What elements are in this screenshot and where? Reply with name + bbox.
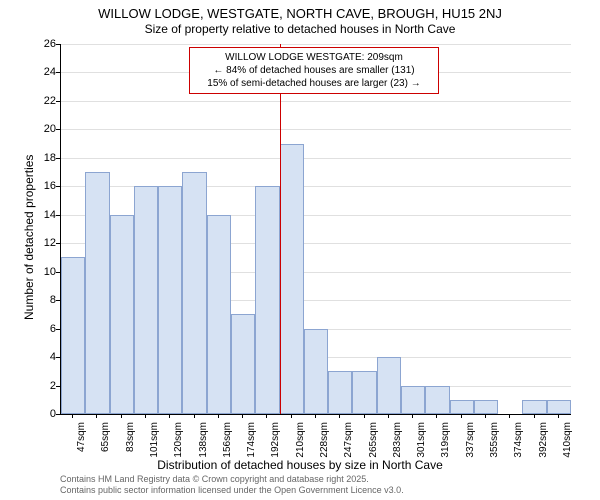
ytick-label: 26 (32, 38, 56, 50)
ytick-label: 2 (32, 380, 56, 392)
ytick-mark (56, 186, 60, 187)
grid-line (61, 158, 571, 159)
xtick-mark (412, 414, 413, 418)
histogram-bar (328, 371, 352, 414)
ytick-mark (56, 129, 60, 130)
xtick-mark (436, 414, 437, 418)
xtick-mark (242, 414, 243, 418)
histogram-bar (182, 172, 206, 414)
ytick-label: 16 (32, 180, 56, 192)
ytick-mark (56, 272, 60, 273)
xtick-mark (339, 414, 340, 418)
footnote-line1: Contains HM Land Registry data © Crown c… (60, 474, 369, 484)
xtick-mark (121, 414, 122, 418)
x-axis-label: Distribution of detached houses by size … (0, 458, 600, 472)
ytick-mark (56, 158, 60, 159)
ytick-label: 22 (32, 95, 56, 107)
xtick-mark (291, 414, 292, 418)
xtick-mark (485, 414, 486, 418)
xtick-mark (218, 414, 219, 418)
footnote-line2: Contains public sector information licen… (60, 485, 404, 495)
histogram-bar (231, 314, 255, 414)
ytick-label: 12 (32, 237, 56, 249)
histogram-bar (474, 400, 498, 414)
ytick-mark (56, 243, 60, 244)
histogram-bar (61, 257, 85, 414)
ytick-label: 4 (32, 351, 56, 363)
chart-title-main: WILLOW LODGE, WESTGATE, NORTH CAVE, BROU… (0, 6, 600, 21)
xtick-mark (266, 414, 267, 418)
xtick-mark (315, 414, 316, 418)
xtick-mark (534, 414, 535, 418)
histogram-bar (280, 144, 304, 414)
histogram-bar (352, 371, 376, 414)
histogram-bar (425, 386, 449, 414)
xtick-mark (509, 414, 510, 418)
ytick-mark (56, 329, 60, 330)
ytick-mark (56, 44, 60, 45)
ytick-mark (56, 386, 60, 387)
histogram-bar (304, 329, 328, 414)
ytick-label: 24 (32, 66, 56, 78)
grid-line (61, 44, 571, 45)
xtick-mark (388, 414, 389, 418)
ytick-label: 6 (32, 323, 56, 335)
xtick-mark (194, 414, 195, 418)
annotation-line1: WILLOW LODGE WESTGATE: 209sqm (196, 51, 432, 64)
footnote: Contains HM Land Registry data © Crown c… (60, 474, 404, 496)
ytick-mark (56, 414, 60, 415)
xtick-mark (96, 414, 97, 418)
ytick-mark (56, 215, 60, 216)
histogram-bar (450, 400, 474, 414)
annotation-box: WILLOW LODGE WESTGATE: 209sqm← 84% of de… (189, 47, 439, 94)
ytick-label: 18 (32, 152, 56, 164)
grid-line (61, 129, 571, 130)
ytick-label: 0 (32, 408, 56, 420)
ytick-label: 10 (32, 266, 56, 278)
annotation-line2: ← 84% of detached houses are smaller (13… (196, 64, 432, 77)
ytick-mark (56, 72, 60, 73)
histogram-bar (255, 186, 279, 414)
histogram-bar (401, 386, 425, 414)
ytick-label: 8 (32, 294, 56, 306)
chart-title-sub: Size of property relative to detached ho… (0, 22, 600, 36)
ytick-mark (56, 357, 60, 358)
ytick-mark (56, 300, 60, 301)
plot-area: WILLOW LODGE WESTGATE: 209sqm← 84% of de… (60, 44, 571, 415)
histogram-bar (85, 172, 109, 414)
xtick-mark (461, 414, 462, 418)
histogram-bar (547, 400, 571, 414)
histogram-bar (377, 357, 401, 414)
histogram-bar (158, 186, 182, 414)
grid-line (61, 101, 571, 102)
histogram-chart: WILLOW LODGE, WESTGATE, NORTH CAVE, BROU… (0, 0, 600, 500)
xtick-mark (364, 414, 365, 418)
ytick-label: 20 (32, 123, 56, 135)
xtick-mark (72, 414, 73, 418)
ytick-label: 14 (32, 209, 56, 221)
ytick-mark (56, 101, 60, 102)
xtick-mark (169, 414, 170, 418)
histogram-bar (110, 215, 134, 414)
histogram-bar (134, 186, 158, 414)
xtick-mark (558, 414, 559, 418)
marker-line (280, 44, 281, 414)
histogram-bar (207, 215, 231, 414)
xtick-mark (145, 414, 146, 418)
annotation-line3: 15% of semi-detached houses are larger (… (196, 77, 432, 90)
histogram-bar (522, 400, 546, 414)
